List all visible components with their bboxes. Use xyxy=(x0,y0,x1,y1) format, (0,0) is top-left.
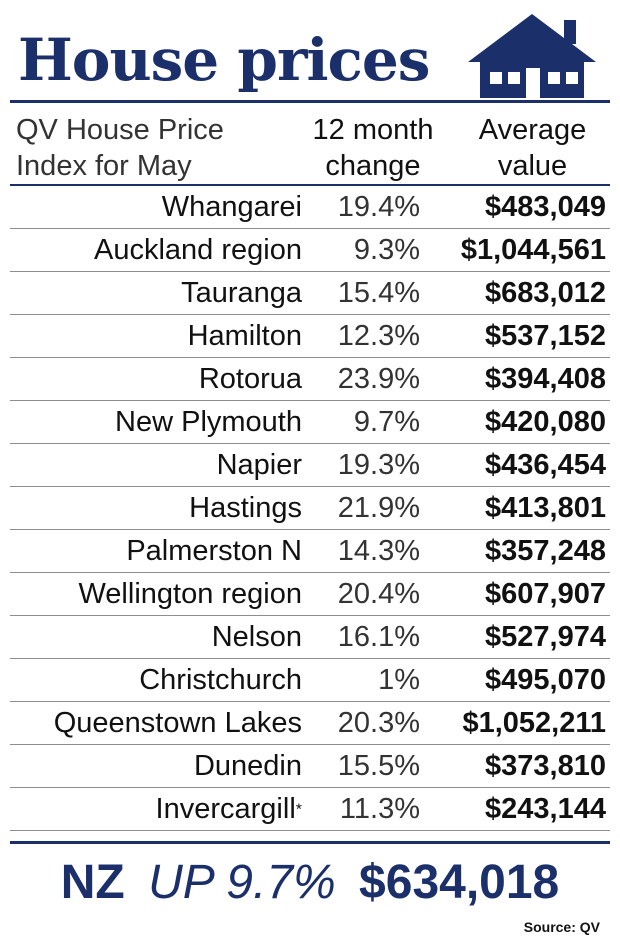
change-cell: 1% xyxy=(378,664,420,696)
change-cell: 9.3% xyxy=(353,234,420,266)
region-label: Whangarei xyxy=(161,191,302,223)
header-rule xyxy=(10,184,610,186)
change-cell: 11.3% xyxy=(339,793,420,825)
value-cell: $1,044,561 xyxy=(460,234,606,266)
region-label: Nelson xyxy=(211,621,302,653)
change-cell: 20.4% xyxy=(337,578,420,610)
column-header-average-line-2: value xyxy=(497,150,568,182)
value-cell: $420,080 xyxy=(485,406,606,438)
value-cell: $413,801 xyxy=(485,492,606,524)
region-cell: Palmerston N xyxy=(10,530,302,572)
table-row: Rotorua 23.9% $394,408 xyxy=(10,358,610,401)
region-cell: Hamilton xyxy=(10,315,302,357)
region-cell: Tauranga xyxy=(10,272,302,314)
change-cell: 19.3% xyxy=(337,449,420,481)
column-header-average: Average value xyxy=(450,112,615,184)
table-row: Auckland region 9.3% $1,044,561 xyxy=(10,229,610,272)
value-cell: $357,248 xyxy=(485,535,606,567)
value-cell: $607,907 xyxy=(485,578,606,610)
subtitle-line-2: Index for May xyxy=(16,150,192,182)
region-label: Palmerston N xyxy=(126,535,302,567)
region-label: Tauranga xyxy=(181,277,302,309)
region-cell: Invercargill* xyxy=(10,788,302,831)
region-label: Christchurch xyxy=(139,664,302,696)
region-cell: Napier xyxy=(10,444,302,486)
region-label: Dunedin xyxy=(193,750,302,782)
region-cell: Nelson xyxy=(10,616,302,658)
column-header-change-line-2: change xyxy=(325,150,421,182)
region-cell: Rotorua xyxy=(10,358,302,400)
region-label: Queenstown Lakes xyxy=(53,707,302,739)
table-row: Invercargill* 11.3% $243,144 xyxy=(10,788,610,831)
table-row: Hastings 21.9% $413,801 xyxy=(10,487,610,530)
footnote-marker: * xyxy=(295,801,302,819)
column-header-change: 12 month change xyxy=(300,112,446,184)
value-cell: $683,012 xyxy=(485,277,606,309)
total-value: $634,018 xyxy=(359,856,560,909)
total-label: NZ xyxy=(60,856,125,909)
table-row: Napier 19.3% $436,454 xyxy=(10,444,610,487)
change-cell: 15.4% xyxy=(337,277,420,309)
change-cell: 20.3% xyxy=(337,707,420,739)
column-header-average-line-1: Average xyxy=(478,114,587,146)
change-cell: 9.7% xyxy=(353,406,420,438)
region-label: Hastings xyxy=(189,492,302,524)
value-cell: $373,810 xyxy=(485,750,606,782)
value-cell: $436,454 xyxy=(485,449,606,481)
region-cell: Dunedin xyxy=(10,745,302,787)
subtitle: QV House Price Index for May xyxy=(16,112,224,184)
change-cell: 21.9% xyxy=(337,492,420,524)
table-row: Queenstown Lakes 20.3% $1,052,211 xyxy=(10,702,610,745)
region-label: Wellington region xyxy=(78,578,302,610)
house-icon xyxy=(468,14,596,98)
region-label: Napier xyxy=(216,449,302,481)
region-label: Invercargill xyxy=(155,793,296,825)
region-label: Auckland region xyxy=(94,234,302,266)
table-row: New Plymouth 9.7% $420,080 xyxy=(10,401,610,444)
value-cell: $483,049 xyxy=(485,191,606,223)
change-cell: 19.4% xyxy=(337,191,420,223)
region-cell: Whangarei xyxy=(10,186,302,228)
table-row: Tauranga 15.4% $683,012 xyxy=(10,272,610,315)
region-cell: Wellington region xyxy=(10,573,302,615)
region-cell: Hastings xyxy=(10,487,302,529)
change-cell: 23.9% xyxy=(337,363,420,395)
table-row: Wellington region 20.4% $607,907 xyxy=(10,573,610,616)
subtitle-line-1: QV House Price xyxy=(16,114,224,146)
total-row: NZ UP 9.7% $634,018 xyxy=(10,846,610,920)
total-change: UP 9.7% xyxy=(148,856,336,909)
region-label: New Plymouth xyxy=(115,406,302,438)
change-cell: 15.5% xyxy=(337,750,420,782)
change-cell: 12.3% xyxy=(337,320,420,352)
region-cell: Queenstown Lakes xyxy=(10,702,302,744)
region-label: Hamilton xyxy=(187,320,302,352)
table-row: Christchurch 1% $495,070 xyxy=(10,659,610,702)
source-note: Source: QV xyxy=(523,919,600,935)
page-title: House prices xyxy=(18,26,430,94)
value-cell: $537,152 xyxy=(485,320,606,352)
change-cell: 14.3% xyxy=(337,535,420,567)
value-cell: $495,070 xyxy=(485,664,606,696)
total-rule xyxy=(10,841,610,844)
table-row: Whangarei 19.4% $483,049 xyxy=(10,186,610,229)
title-rule xyxy=(10,100,610,103)
table-row: Dunedin 15.5% $373,810 xyxy=(10,745,610,788)
value-cell: $527,974 xyxy=(485,621,606,653)
table-body: Whangarei 19.4% $483,049 Auckland region 9.3… xyxy=(10,186,610,831)
column-header-change-line-1: 12 month xyxy=(312,114,434,146)
region-cell: New Plymouth xyxy=(10,401,302,443)
region-cell: Christchurch xyxy=(10,659,302,701)
region-cell: Auckland region xyxy=(10,229,302,271)
value-cell: $243,144 xyxy=(485,793,606,825)
value-cell: $394,408 xyxy=(485,363,606,395)
table-row: Nelson 16.1% $527,974 xyxy=(10,616,610,659)
value-cell: $1,052,211 xyxy=(462,707,606,739)
change-cell: 16.1% xyxy=(337,621,420,653)
table-row: Palmerston N 14.3% $357,248 xyxy=(10,530,610,573)
region-label: Rotorua xyxy=(198,363,302,395)
table-row: Hamilton 12.3% $537,152 xyxy=(10,315,610,358)
